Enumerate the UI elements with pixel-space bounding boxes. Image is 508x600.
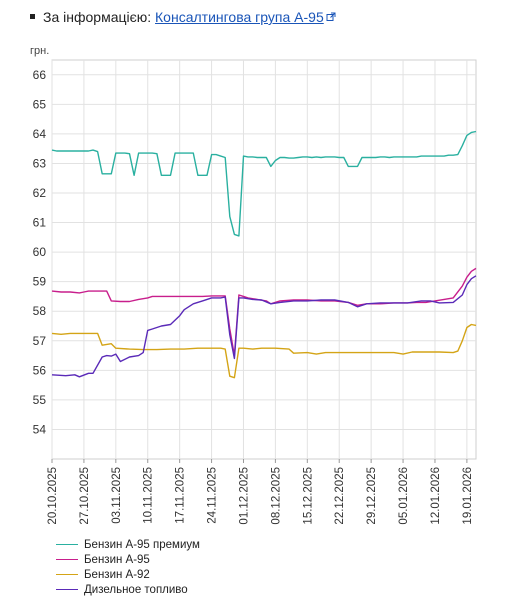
source-line: За інформацією: Консалтингова група А-95 [30, 9, 336, 25]
x-tick-label: 10.11.2025 [143, 467, 155, 524]
x-tick-label: 27.10.2025 [79, 467, 91, 525]
legend-item[interactable]: Дизельное топливо [56, 582, 200, 597]
x-tick-label: 22.12.2025 [334, 467, 346, 525]
chart-axes: 54 55 56 57 58 59 60 61 62 63 64 65 66 20.10.2025 27.1… [33, 68, 474, 525]
y-tick-label: 58 [33, 304, 47, 318]
fuel-price-chart: 54 55 56 57 58 59 60 61 62 63 64 65 66 20.10.2025 27.1… [30, 45, 477, 525]
legend-item[interactable]: Бензин А-95 премиум [56, 537, 200, 552]
x-tick-label: 20.10.2025 [47, 467, 59, 525]
y-tick-label: 63 [33, 156, 47, 170]
source-attribution: За інформацією: Консалтингова група А-95 [0, 0, 508, 34]
legend-swatch [56, 589, 78, 590]
y-tick-label: 65 [33, 97, 47, 111]
series-line-0 [51, 130, 477, 237]
legend-item[interactable]: Бензин А-95 [56, 552, 200, 567]
x-tick-label: 05.01.2026 [398, 467, 410, 525]
source-prefix: За інформацією: [43, 9, 152, 25]
x-tick-label: 17.11.2025 [175, 467, 187, 524]
legend-label: Бензин А-95 [84, 553, 150, 566]
chart-series [51, 130, 477, 379]
bullet-icon [30, 13, 35, 19]
chart-legend: Бензин А-95 премиум Бензин А-95 Бензин А-9… [56, 537, 200, 597]
x-tick-label: 08.12.2025 [270, 467, 282, 525]
legend-label: Бензин А-95 премиум [84, 538, 200, 551]
series-line-3 [51, 275, 477, 378]
y-tick-label: 62 [33, 186, 47, 200]
x-tick-label: 19.01.2026 [462, 467, 474, 525]
legend-swatch [56, 559, 78, 560]
y-tick-label: 55 [33, 393, 47, 407]
external-link-icon[interactable] [326, 9, 336, 25]
series-line-2 [51, 323, 477, 379]
y-tick-label: 66 [33, 68, 47, 82]
y-tick-label: 57 [33, 334, 47, 348]
source-link[interactable]: Консалтингова група А-95 [155, 9, 324, 25]
y-tick-label: 54 [33, 422, 47, 436]
series-line-1 [51, 267, 477, 357]
y-tick-label: 59 [33, 275, 47, 289]
x-tick-label: 03.11.2025 [111, 467, 123, 524]
legend-item[interactable]: Бензин А-92 [56, 567, 200, 582]
x-tick-label: 12.01.2026 [430, 467, 442, 525]
x-tick-label: 29.12.2025 [366, 467, 378, 525]
y-tick-label: 61 [33, 216, 47, 230]
legend-swatch [56, 544, 78, 545]
y-axis-label: грн. [30, 45, 49, 57]
x-tick-label: 01.12.2025 [238, 467, 250, 525]
y-tick-label: 64 [33, 127, 47, 141]
y-tick-label: 60 [33, 245, 47, 259]
legend-label: Дизельное топливо [84, 583, 188, 596]
legend-swatch [56, 574, 78, 575]
x-tick-label: 24.11.2025 [207, 467, 219, 524]
x-tick-label: 15.12.2025 [302, 467, 314, 525]
chart-grid [51, 59, 477, 460]
legend-label: Бензин А-92 [84, 568, 150, 581]
y-tick-label: 56 [33, 363, 47, 377]
